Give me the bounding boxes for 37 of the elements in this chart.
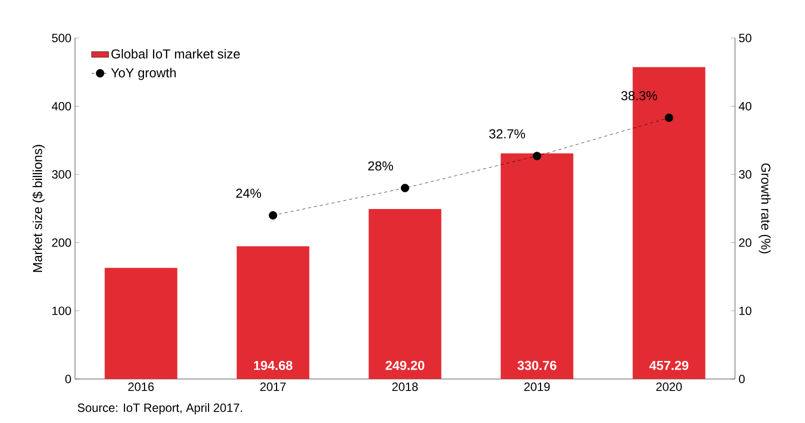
y-tick-label: 200 — [52, 238, 72, 247]
y2-axis-title: Growth rate (%) — [758, 163, 771, 254]
x-tick-label: 2017 — [260, 382, 286, 391]
y2-tick-label: 0 — [738, 374, 745, 384]
point — [664, 114, 674, 122]
bar — [104, 268, 178, 379]
bar — [368, 209, 442, 379]
legend-label: Global IoT market size — [111, 48, 240, 59]
source-note: Source: IoT Report, April 2017. — [78, 403, 242, 414]
x-tick-label: 2016 — [128, 382, 154, 391]
y-tick-label: 100 — [52, 306, 72, 316]
y-tick-label: 300 — [52, 170, 72, 179]
legend-label: YoY growth — [111, 68, 176, 80]
data-label: 28% — [368, 161, 394, 171]
y-axis-title: Market size ($ billions) — [32, 144, 45, 272]
y2-tick-label: 40 — [738, 102, 752, 110]
bar — [236, 246, 310, 379]
x-tick-label: 2019 — [524, 382, 550, 391]
y2-tick-label: 10 — [739, 306, 752, 316]
data-label: 330.76 — [517, 360, 556, 370]
data-label: 249.20 — [386, 360, 424, 370]
x-tick-label: 2018 — [392, 382, 418, 391]
y-tick-label: 400 — [52, 102, 72, 110]
y-tick-label: 0 — [65, 374, 72, 384]
x-tick-label: 2020 — [656, 382, 682, 391]
y2-tick-label: 20 — [739, 238, 752, 247]
y2-tick-label: 50 — [739, 34, 752, 42]
point — [532, 152, 542, 160]
y-tick-label: 500 — [52, 34, 72, 42]
data-label: 24% — [236, 188, 262, 198]
data-label: 32.7% — [489, 129, 526, 138]
data-label: 194.68 — [254, 360, 292, 370]
point — [268, 211, 278, 220]
y2-tick-label: 30 — [738, 170, 752, 179]
point — [400, 184, 410, 192]
data-label: 457.29 — [649, 360, 688, 370]
bar — [500, 153, 574, 379]
